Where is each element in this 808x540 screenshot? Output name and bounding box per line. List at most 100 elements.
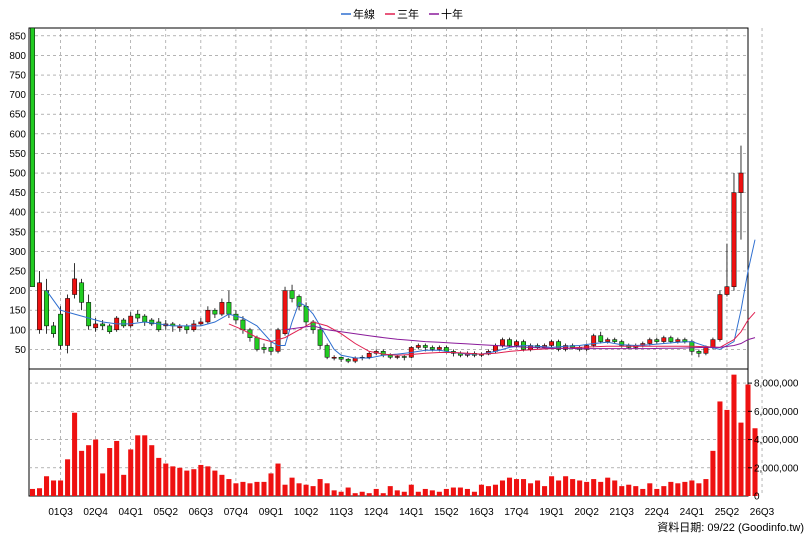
ma-line-year (46, 239, 756, 359)
candle (86, 294, 92, 330)
x-tick-label-18: 24Q1 (680, 507, 705, 518)
volume-bar (394, 490, 400, 496)
volume-bar (79, 450, 85, 496)
candle (331, 355, 337, 361)
volume-bar (233, 483, 239, 496)
price-panel-frame (28, 27, 749, 370)
candle (394, 355, 400, 360)
price-tick-label-2: 150 (9, 306, 26, 317)
price-axis: 50 100 150 200 250 300 350 400 450 500 550 600 650 70… (9, 31, 26, 356)
candle (58, 306, 63, 350)
price-tick-label-8: 450 (9, 188, 26, 199)
x-tick-label-14: 19Q1 (539, 507, 564, 518)
candle (401, 355, 407, 361)
volume-bar (359, 491, 365, 496)
volume-bar (542, 486, 548, 496)
volume-bar (156, 457, 162, 496)
candle (51, 321, 56, 338)
volume-bar (661, 486, 667, 496)
volume-bar (689, 480, 695, 496)
volume-bar (668, 481, 674, 496)
volume-bar (100, 473, 106, 496)
candle (282, 286, 288, 336)
candle (219, 298, 225, 317)
volume-bar (121, 474, 127, 496)
volume-bar (485, 486, 491, 496)
volume-bar (443, 488, 449, 496)
candle (261, 343, 267, 354)
volume-bar (44, 476, 50, 496)
candle (324, 343, 330, 360)
volume-bar (72, 412, 78, 496)
candle (731, 173, 737, 291)
candle (135, 310, 141, 322)
x-tick-label-10: 14Q1 (399, 507, 424, 518)
volume-bar (436, 491, 442, 496)
grid-lines (29, 28, 763, 496)
candle (289, 284, 295, 303)
price-tick-label-1: 100 (9, 325, 26, 336)
footer-source: 資料日期: 09/22 (Goodinfo.tw) (657, 520, 804, 534)
ma-line-10yr (284, 325, 756, 350)
volume-panel-frame (28, 368, 749, 497)
volume-bar (654, 488, 660, 496)
x-tick-label-7: 10Q2 (294, 507, 319, 518)
volume-bar (317, 479, 323, 496)
candle (268, 341, 274, 356)
volume-axis: 2,000,000 4,000,000 6,000,000 8,000,000 0 (748, 379, 799, 503)
x-tick-label-11: 15Q2 (434, 507, 459, 518)
volume-bar (142, 435, 148, 496)
volume-bar (724, 409, 730, 496)
volume-bar (549, 476, 555, 496)
price-tick-label-7: 400 (9, 208, 26, 219)
candle (738, 145, 744, 240)
candle (549, 339, 555, 348)
x-tick-label-15: 20Q2 (574, 507, 599, 518)
candle (156, 318, 162, 332)
volume-bar (471, 491, 477, 496)
price-tick-label-12: 650 (9, 110, 26, 121)
volume-bar (324, 483, 330, 496)
volume-tick-label-1: 4,000,000 (754, 435, 799, 446)
legend: 年線 三年 十年 (341, 7, 463, 21)
volume-bar (373, 488, 379, 496)
candle (724, 243, 730, 297)
volume-bar (745, 384, 751, 496)
volume-bar (738, 422, 744, 496)
volume-bar (717, 401, 723, 496)
volume-bar (499, 480, 506, 496)
volume-bar (513, 479, 520, 496)
volume-bar (647, 483, 653, 496)
volume-bar (198, 464, 204, 496)
volume-bar (605, 477, 611, 496)
candle (415, 343, 421, 350)
volume-bar (86, 445, 92, 496)
candle (647, 337, 653, 346)
volume-bar (415, 491, 421, 496)
volume-bar (570, 479, 576, 496)
x-tick-label-8: 11Q3 (329, 507, 353, 518)
volume-bar (633, 486, 639, 496)
volume-bar (191, 469, 197, 496)
volume-bar (528, 483, 534, 496)
volume-bar (598, 481, 604, 496)
x-tick-label-19: 25Q2 (715, 507, 740, 518)
volume-bar (492, 484, 498, 496)
volume-bar (612, 480, 618, 496)
price-tick-label-4: 250 (9, 267, 26, 278)
volume-bar (268, 473, 274, 496)
candle (654, 337, 660, 344)
candle (65, 294, 71, 354)
volume-bar (577, 480, 583, 496)
volume-bar (408, 484, 414, 496)
candle (556, 339, 562, 352)
volume-bar (331, 490, 337, 496)
x-tick-label-6: 09Q1 (259, 507, 284, 518)
x-tick-label-0: 01Q3 (48, 507, 73, 518)
volume-bar (352, 493, 358, 496)
volume-bar (703, 479, 709, 496)
volume-bar (506, 477, 513, 496)
volume-bar (563, 476, 569, 496)
volume-bar (29, 488, 36, 496)
